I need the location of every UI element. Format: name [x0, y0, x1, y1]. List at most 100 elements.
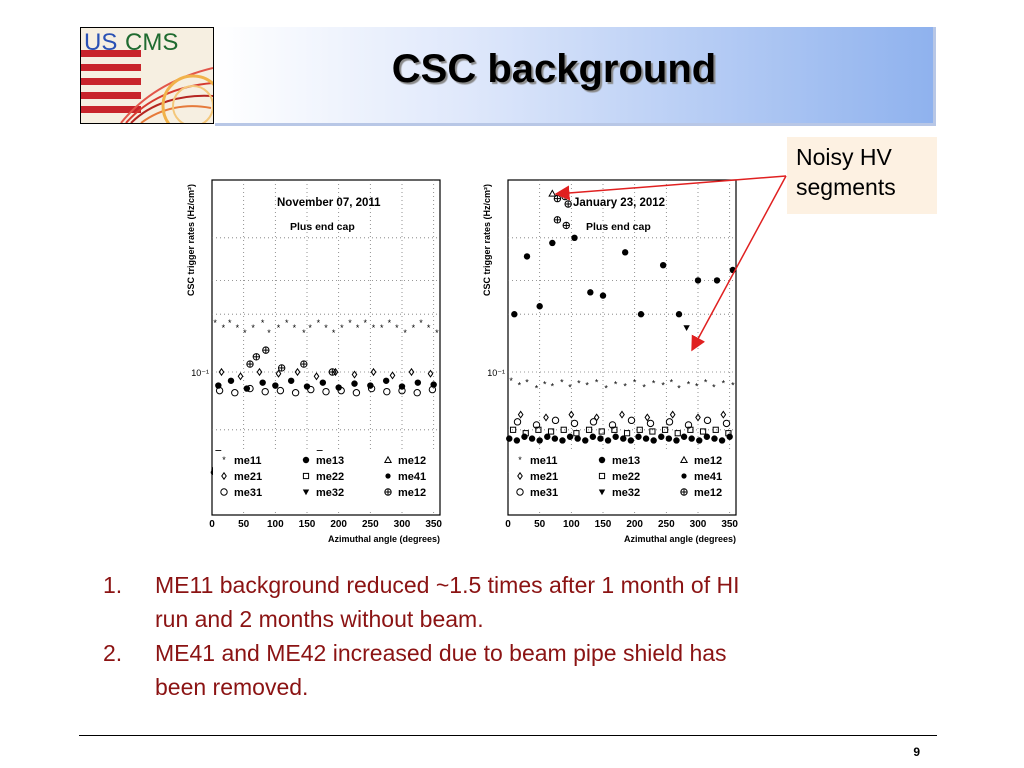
legend-label: me13 [612, 455, 640, 467]
data-point-me11: * [670, 378, 674, 388]
data-point-me41 [621, 249, 629, 256]
data-point-me13 [635, 433, 642, 440]
data-point-me31 [276, 386, 285, 395]
data-point-me22 [509, 426, 517, 433]
data-point-me11: * [332, 328, 336, 338]
legend-label: me11 [530, 455, 558, 467]
data-point-me41 [523, 253, 531, 260]
data-point-me11: * [560, 378, 564, 388]
data-point-me21 [427, 369, 434, 378]
data-point-me11: * [652, 379, 656, 389]
legend-marker-me32 [598, 489, 606, 496]
svg-text:*: * [380, 323, 384, 333]
data-point-me11: * [364, 318, 368, 328]
svg-text:*: * [518, 381, 522, 391]
data-point-me13 [650, 437, 657, 444]
page-title: CSC background [391, 47, 717, 91]
x-tick-label: 250 [362, 519, 379, 530]
svg-text:*: * [525, 378, 529, 388]
data-point-me41 [587, 289, 594, 296]
svg-text:*: * [642, 383, 646, 393]
data-point-me41 [549, 239, 556, 247]
data-point-me12 [548, 189, 557, 197]
data-point-me12 [553, 194, 562, 203]
svg-text:*: * [348, 318, 352, 328]
x-tick-label: 250 [658, 519, 675, 530]
svg-text:*: * [395, 323, 399, 333]
data-point-me11: * [614, 380, 618, 390]
data-point-me11: * [604, 384, 608, 394]
svg-text:*: * [222, 455, 226, 465]
data-point-me32 [683, 325, 690, 331]
data-point-me31 [665, 418, 674, 426]
svg-text:*: * [568, 383, 572, 393]
svg-text:*: * [243, 328, 247, 338]
data-point-me11: * [642, 383, 646, 393]
data-point-me11: * [302, 328, 306, 338]
svg-text:*: * [251, 323, 255, 333]
noisy-hv-callout: Noisy HV segments [787, 137, 937, 214]
svg-text:*: * [317, 318, 321, 328]
note-line: ME11 background reduced ~1.5 times after… [155, 572, 740, 598]
x-tick-label: 300 [394, 519, 411, 530]
note-number: 2. [103, 640, 123, 666]
svg-text:*: * [614, 380, 618, 390]
y-axis-label: CSC trigger rates (Hz/cm²) [186, 184, 196, 296]
svg-text:*: * [277, 323, 281, 333]
data-point-me11: * [380, 323, 384, 333]
data-point-me31 [532, 421, 541, 429]
svg-text:*: * [340, 323, 344, 333]
data-point-me11: * [661, 381, 665, 391]
data-point-me31 [337, 386, 345, 395]
svg-text:*: * [419, 318, 423, 328]
data-point-me13 [726, 433, 733, 440]
data-point-me21 [517, 410, 524, 419]
svg-text:*: * [236, 323, 240, 333]
data-point-me31 [570, 419, 579, 428]
data-point-me21 [720, 410, 727, 419]
data-point-me13 [688, 435, 695, 442]
svg-text:*: * [332, 328, 336, 338]
data-point-me11: * [236, 323, 240, 333]
data-point-me22 [547, 428, 555, 435]
data-point-me21 [332, 367, 339, 377]
data-point-me12 [562, 221, 570, 230]
legend-marker-me22 [302, 472, 310, 480]
data-point-me13 [612, 433, 619, 440]
svg-text:*: * [372, 323, 376, 333]
svg-text:*: * [412, 323, 416, 333]
data-point-me11: * [551, 382, 555, 392]
data-point-me21 [619, 410, 625, 419]
data-point-me13 [272, 382, 279, 389]
svg-text:*: * [356, 323, 360, 333]
x-tick-label: 100 [267, 519, 284, 530]
data-point-me11: * [348, 318, 352, 328]
x-axis-label: Azimuthal angle (degrees) [624, 534, 736, 544]
data-point-me13 [559, 437, 566, 444]
legend-label: me12 [694, 487, 722, 499]
y-axis-label: CSC trigger rates (Hz/cm²) [482, 184, 492, 296]
data-point-me11: * [633, 378, 637, 388]
legend-marker-me22 [598, 472, 606, 480]
legend-marker-me41 [681, 473, 687, 479]
legend-label: me21 [234, 471, 262, 483]
legend-marker-me31 [516, 488, 524, 496]
svg-text:*: * [677, 384, 681, 394]
data-point-me13 [642, 435, 650, 442]
chart-title: January 23, 2012 [573, 197, 665, 209]
legend-marker-me21 [221, 471, 227, 481]
legend-label: me12 [398, 487, 426, 499]
legend-label: me22 [316, 471, 344, 483]
data-point-me21 [256, 367, 263, 377]
data-point-me21 [695, 413, 701, 422]
svg-text:*: * [261, 318, 265, 328]
chart-subtitle: Plus end cap [586, 221, 651, 233]
legend-marker-me13 [302, 456, 310, 464]
data-point-me11: * [356, 323, 360, 333]
data-point-me11: * [267, 328, 271, 338]
data-point-me21 [568, 410, 575, 419]
data-point-me11: * [518, 381, 522, 391]
data-point-me11: * [687, 380, 691, 390]
data-point-me13 [551, 435, 559, 442]
data-point-me11: * [677, 384, 681, 394]
